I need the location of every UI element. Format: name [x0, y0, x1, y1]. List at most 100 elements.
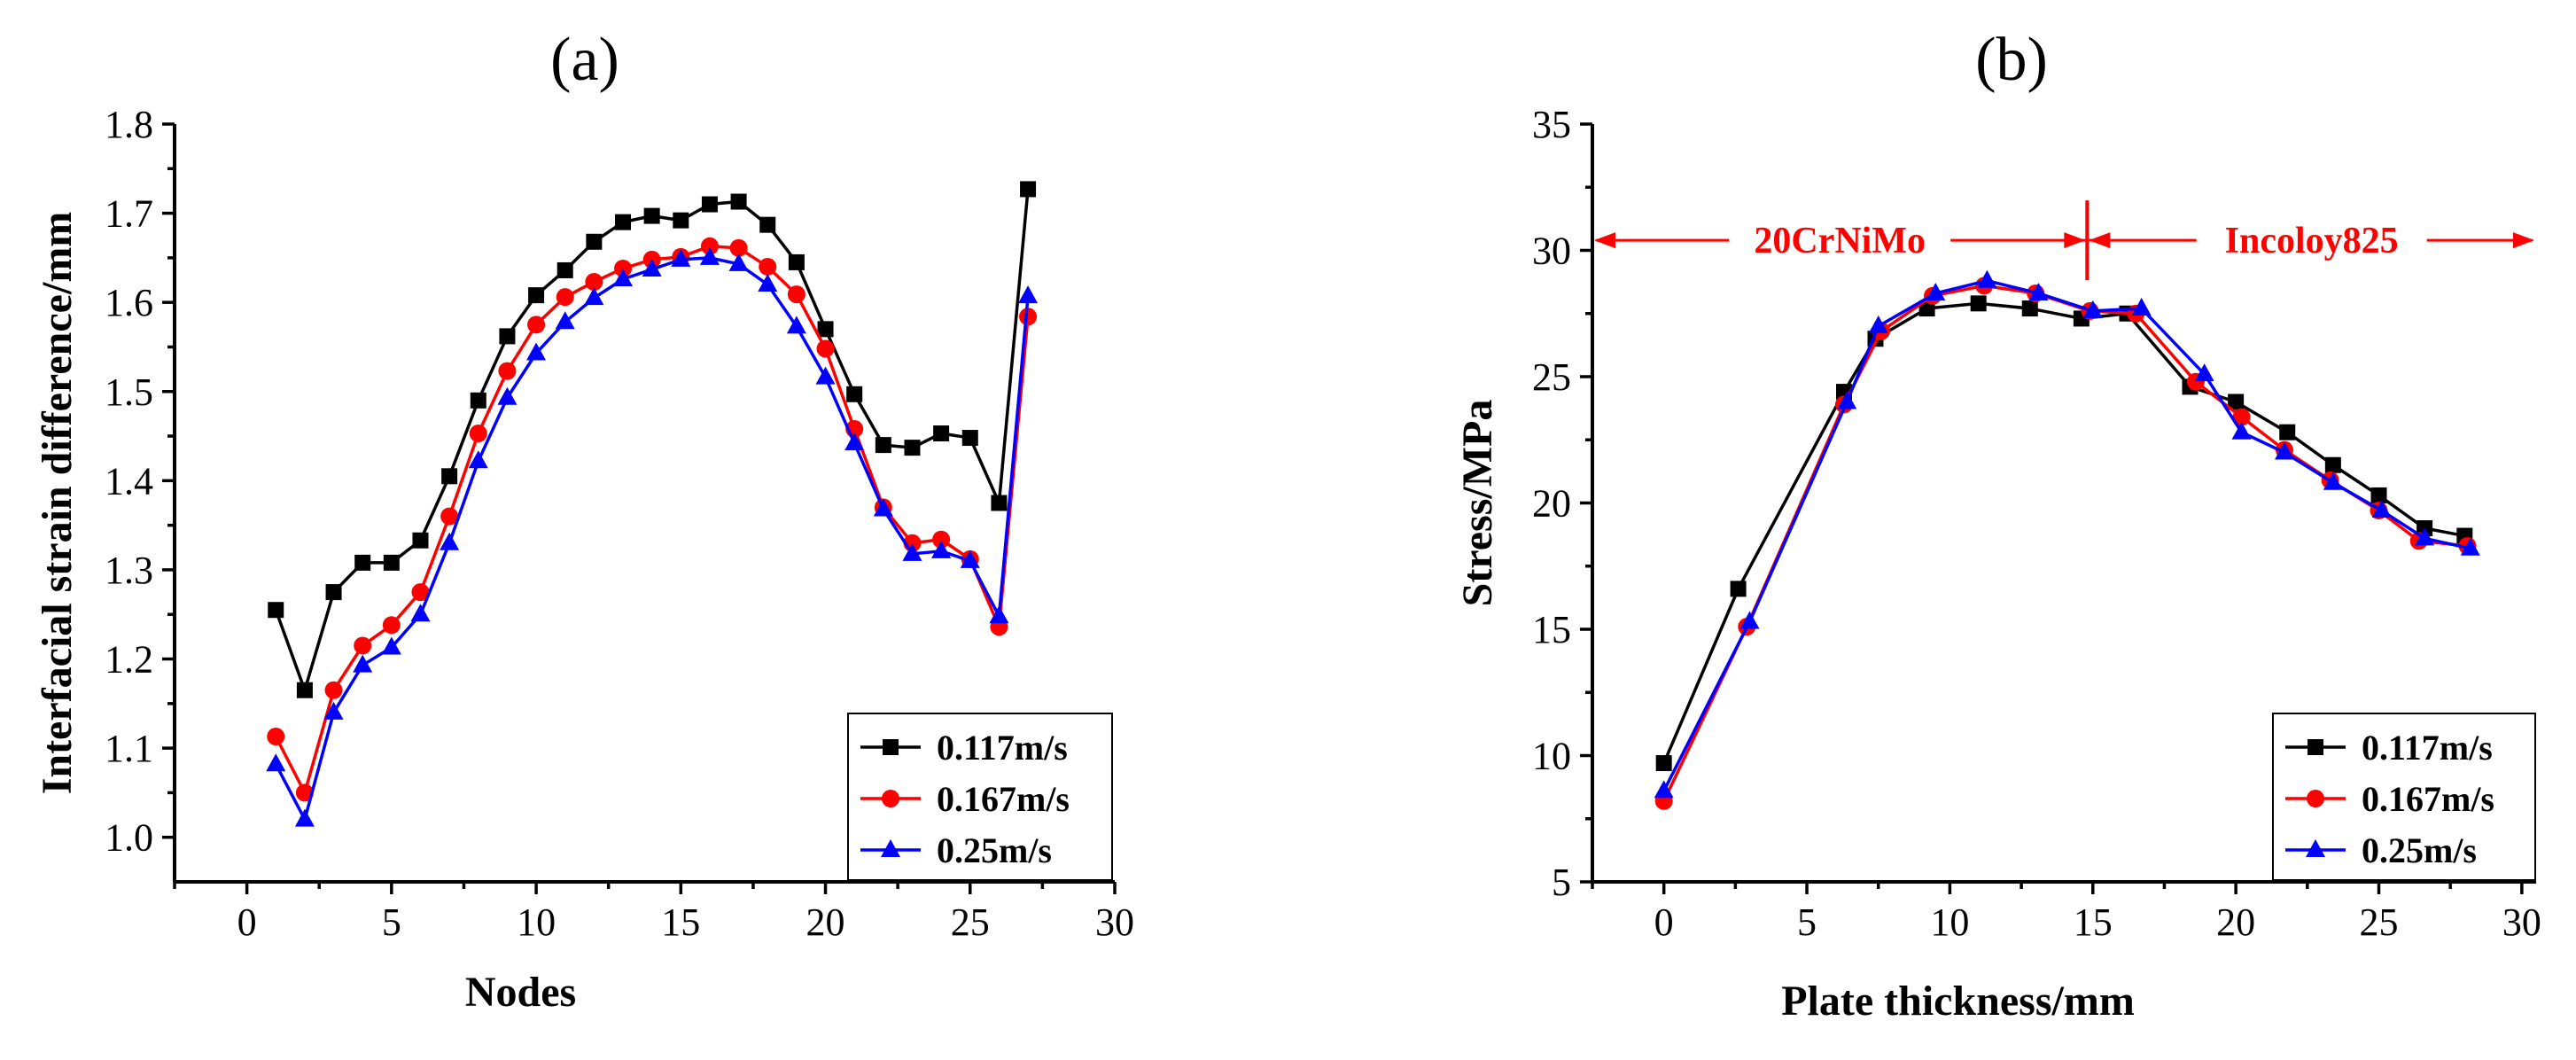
panel-a-x-tick-label: 20: [806, 900, 845, 944]
panel-a-data-point: [873, 498, 893, 517]
panel-a-data-point: [381, 636, 401, 655]
panel-a-data-point: [932, 530, 951, 549]
panel-b-chart: (b) 0 5 10 15 20 25 30 5 10 15 20 25 30 35 Plate thickn…: [1454, 26, 2541, 1025]
panel-a-data-point: [498, 362, 517, 380]
panel-b-data-point: [2460, 537, 2480, 556]
panel-a-data-point: [354, 636, 372, 655]
left-region-label-bg: [1729, 212, 1951, 262]
panel-a-y-tick-label: 1.7: [105, 192, 153, 236]
panel-a-data-point: [411, 583, 430, 602]
panel-a-data-point: [844, 433, 865, 451]
panel-a-y-tick-label: 1.2: [105, 638, 153, 682]
panel-a-y-tick-label: 1.1: [105, 727, 153, 770]
panel-b-x-tick-label: 15: [2074, 900, 2113, 944]
panel-b-data-point: [2370, 487, 2387, 503]
panel-a-data-point: [555, 311, 575, 330]
panel-a-data-point: [440, 532, 460, 550]
right-region-label-bg: [2196, 212, 2427, 262]
panel-a-data-point: [441, 468, 458, 485]
panel-a-data-point: [354, 554, 371, 571]
panel-a-series-0.117m/s: [268, 181, 1037, 698]
panel-a-chart: (a) 0 5 10 15 20 25 30 1.0 1.1 1.2 1.3 1.4 1.5 1.6 1.7 1…: [34, 26, 1134, 1016]
panel-a-data-point: [931, 540, 952, 558]
panel-b-data-point: [2194, 363, 2214, 382]
panel-a-y-tick-label: 1.5: [105, 370, 153, 414]
panel-b-data-point: [1926, 282, 1946, 300]
panel-a-data-point: [904, 440, 921, 456]
panel-a-data-point: [296, 682, 313, 698]
panel-b-data-point: [2275, 441, 2294, 460]
panel-a-data-point: [902, 542, 922, 561]
panel-a-data-point: [526, 342, 547, 361]
panel-a-data-point: [323, 701, 344, 720]
panel-b-data-point: [1977, 269, 1997, 288]
panel-b-data-point: [2231, 421, 2252, 440]
panel-a-data-point: [728, 253, 749, 271]
right-arrowhead: [2513, 232, 2534, 249]
panel-a-data-point: [294, 808, 315, 827]
right-arrowhead: [2089, 232, 2111, 249]
panel-a-data-point: [643, 207, 660, 224]
panel-a-data-point: [383, 554, 400, 571]
panel-b-y-axis-title: Stress/MPa: [1454, 400, 1501, 607]
panel-a-data-point: [1018, 285, 1039, 304]
panel-a-x-axis-title: Nodes: [465, 969, 576, 1016]
left-arrowhead: [1594, 232, 1615, 249]
panel-a-data-point: [614, 259, 633, 277]
panel-b-data-point: [1868, 316, 1888, 333]
panel-b-x-axis-title: Plate thickness/mm: [1781, 978, 2135, 1025]
panel-a-y-tick-label: 1.3: [105, 549, 153, 592]
panel-b-y-tick-label: 20: [1532, 482, 1571, 526]
panel-a-legend-label: 0.25m/s: [937, 830, 1052, 870]
panel-a-data-point: [788, 253, 805, 270]
panel-b-legend: 0.117m/s 0.167m/s 0.25m/s: [2272, 713, 2536, 881]
panel-a-data-point: [846, 386, 863, 402]
panel-a-y-tick-label: 1.0: [105, 816, 153, 860]
panel-a-data-point: [268, 602, 284, 619]
panel-b-series-0.25m/s: [1654, 269, 2480, 799]
panel-a-data-point: [528, 287, 545, 304]
panel-a-data-point: [991, 495, 1008, 511]
panel-a-data-point: [730, 193, 747, 210]
panel-b-y-tick-label: 30: [1532, 230, 1571, 273]
panel-b-x-tick-label: 25: [2360, 900, 2399, 944]
panel-a-x-tick-label: 25: [951, 900, 990, 944]
panel-b-series-0.117m/s: [1655, 295, 2473, 772]
panel-b-data-point: [1837, 391, 1857, 409]
panel-a-data-point: [556, 261, 573, 278]
panel-b-data-point: [1970, 295, 1987, 312]
panel-a-y-axis-title: Interfacial strain difference/mm: [34, 212, 81, 795]
panel-a-data-point: [586, 233, 603, 250]
panel-b-data-point: [2371, 500, 2392, 518]
panel-b-y-tick-label: 35: [1532, 103, 1571, 146]
panel-a-data-point: [787, 285, 805, 304]
panel-a-data-point: [468, 450, 488, 469]
panel-a-data-point: [412, 532, 429, 549]
panel-b-data-point: [1730, 581, 1747, 597]
panel-b-data-point: [2228, 394, 2245, 410]
panel-a-data-point: [786, 316, 806, 334]
panel-b-data-point: [2415, 527, 2435, 546]
panel-b-series-line: [1662, 301, 2465, 764]
panel-a-data-point: [960, 549, 980, 568]
panel-b-x-tick-label: 30: [2502, 900, 2541, 944]
panel-b-data-point: [2028, 282, 2049, 300]
panel-a-data-point: [499, 328, 516, 345]
panel-a-legend-label: 0.117m/s: [937, 728, 1068, 768]
panel-b-y-tick-label: 25: [1532, 355, 1571, 399]
panel-a-y-tick-label: 1.4: [105, 459, 153, 503]
panel-b-y-tick-label: 5: [1552, 861, 1571, 904]
panel-b-legend-marker: [2306, 839, 2325, 857]
panel-b-data-point: [2232, 408, 2251, 426]
panel-a-series-0.167m/s: [267, 237, 1038, 802]
panel-b-series-line: [1662, 278, 2471, 792]
panel-a-x-tick-label: 30: [1095, 900, 1134, 944]
panel-a-data-point: [324, 681, 343, 699]
panel-b-data-point: [1739, 611, 1760, 629]
panel-a-data-point: [961, 430, 978, 447]
panel-a-series-line: [274, 245, 1030, 795]
panel-a-legend-marker: [882, 790, 899, 807]
panel-a-data-point: [267, 728, 285, 746]
panel-b-label: (b): [1975, 26, 2048, 94]
